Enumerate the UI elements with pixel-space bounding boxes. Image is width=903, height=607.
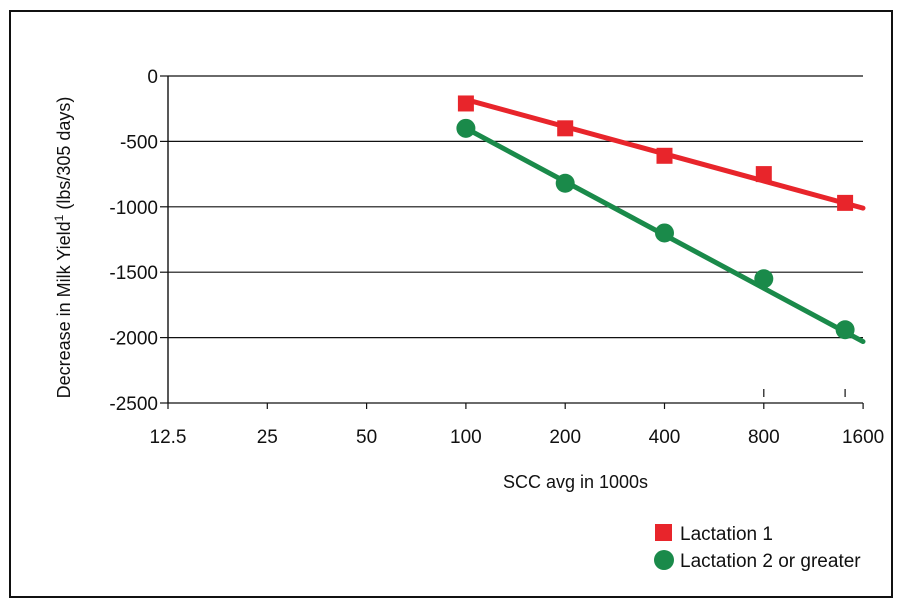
x-tick-label: 1600 (842, 427, 884, 448)
y-tick-label: -1500 (109, 263, 158, 284)
x-tick-label: 400 (649, 427, 681, 448)
x-tick-label: 50 (356, 427, 377, 448)
x-axis-title: SCC avg in 1000s (503, 472, 648, 492)
x-tick-label: 100 (450, 427, 482, 448)
data-point-circle (754, 269, 774, 289)
legend-marker-lactation-1 (655, 524, 672, 541)
series-lactation-1 (457, 95, 866, 211)
data-point-square (457, 95, 474, 112)
data-point-square (755, 166, 772, 183)
x-tick-label: 25 (257, 427, 278, 448)
y-axis-title: Decrease in Milk Yield1 (lbs/305 days) (52, 97, 74, 399)
series-layer (456, 95, 866, 345)
x-tick-label: 200 (549, 427, 581, 448)
data-point-circle (555, 173, 575, 193)
y-axis-title-units: (lbs/305 days) (54, 97, 74, 215)
y-tick-label: -2000 (109, 329, 158, 350)
legend: Lactation 1 Lactation 2 or greater (654, 524, 861, 572)
data-point-square (557, 120, 574, 137)
tick-labels: 0 -500 -1000 -1500 -2000 -2500 12.5 25 50 100 200 4… (109, 67, 884, 448)
data-point-circle (655, 223, 674, 243)
y-tick-label: -500 (120, 132, 158, 153)
legend-label-lactation-1: Lactation 1 (680, 524, 773, 545)
grid-lines (168, 75, 863, 404)
axes (160, 75, 864, 409)
chart-frame (9, 10, 893, 598)
y-axis-title-main: Decrease in Milk Yield (54, 221, 74, 398)
y-axis-title-superscript: 1 (52, 214, 66, 221)
data-point-square (656, 147, 673, 164)
y-tick-label: -1000 (109, 198, 158, 219)
data-point-circle (456, 118, 476, 138)
y-tick-label: -2500 (109, 394, 158, 415)
y-tick-label: 0 (147, 67, 158, 88)
legend-label-lactation-2-or-greater: Lactation 2 or greater (680, 551, 861, 572)
data-point-circle (835, 320, 855, 340)
x-tick-label: 800 (748, 427, 780, 448)
x-tick-label: 12.5 (150, 427, 187, 448)
legend-marker-lactation-2-or-greater (654, 550, 674, 570)
data-point-square (837, 194, 854, 211)
series-lactation-2-or-greater (456, 118, 866, 345)
